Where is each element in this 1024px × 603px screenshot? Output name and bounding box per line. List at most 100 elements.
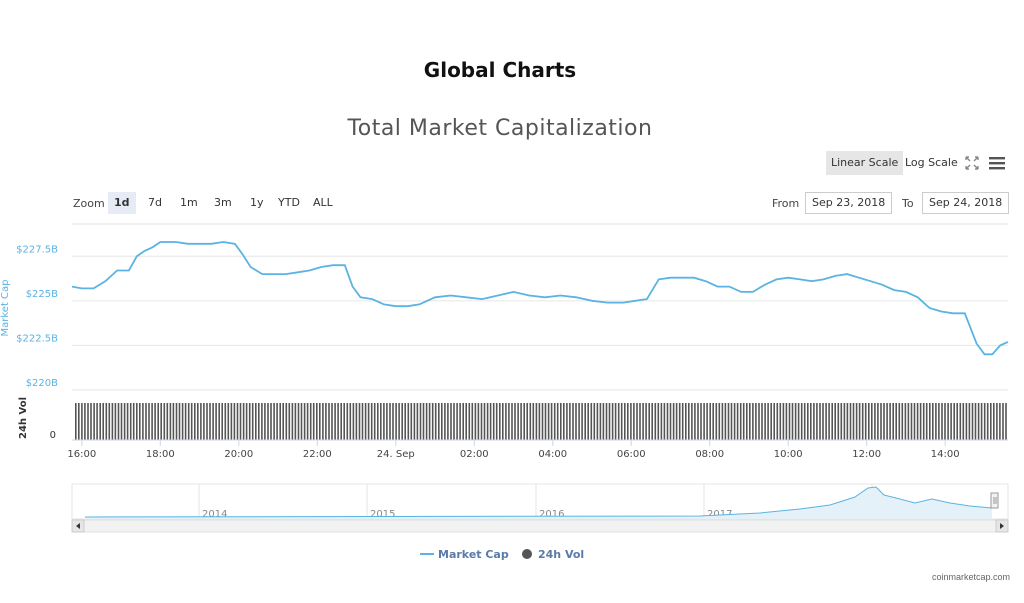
y-axis-ticks: $227.5B $225B $222.5B $220B [16,244,58,389]
volume-bar [614,403,617,440]
volume-bar [312,403,315,440]
volume-bar [822,403,824,440]
from-date-input[interactable]: Sep 23, 2018 [805,192,893,214]
volume-bar [248,403,251,440]
volume-bar [794,403,797,440]
zoom-1d-button[interactable]: 1d [108,192,136,214]
volume-bar [983,403,986,440]
volume-bar [233,403,236,440]
volume-bar [258,403,260,440]
volume-bar [791,403,794,440]
volume-bar [111,403,114,440]
volume-bar [190,403,193,440]
zoom-all-button[interactable]: ALL [313,196,333,209]
volume-bar [700,403,702,440]
legend[interactable]: Market Cap 24h Vol [420,548,584,561]
volume-bar [215,403,217,440]
volume-bar [285,403,288,440]
volume-bar [108,403,111,440]
volume-bar [267,403,269,440]
volume-bar [309,403,312,440]
volume-bar [102,403,104,440]
log-scale-button[interactable]: Log Scale [905,156,958,169]
y-axis-label: Market Cap [0,279,11,336]
volume-bar [325,403,327,440]
volume-bar [276,403,278,440]
volume-axis-label: 24h Vol [18,397,29,439]
volume-bar [508,403,510,440]
volume-bar [328,403,330,440]
volume-bar [129,403,132,440]
volume-bar [572,403,574,440]
to-date-input[interactable]: Sep 24, 2018 [922,192,1010,214]
volume-bar [633,403,635,440]
zoom-label: Zoom [73,197,105,210]
page-title: Global Charts [423,58,577,82]
volume-bar [913,403,916,440]
volume-bar [560,403,562,440]
zoom-1m-button[interactable]: 1m [180,196,198,209]
volume-bars [75,403,1007,440]
legend-item-market-cap[interactable]: Market Cap [420,548,509,561]
volume-bar [871,403,873,440]
credit-link[interactable]: coinmarketcap.com [931,572,1010,582]
scroll-left-icon [76,523,80,529]
volume-bar [749,403,751,440]
volume-bar [453,403,455,440]
volume-bar [782,403,785,440]
zoom-1y-button[interactable]: 1y [250,196,264,209]
volume-bar [636,403,638,440]
volume-bar [617,403,620,440]
volume-bar [883,403,885,440]
volume-bar [685,403,687,440]
navigator[interactable]: 20142015201620172018 [71,483,1009,520]
volume-bar [861,403,864,440]
legend-item-24h-vol[interactable]: 24h Vol [522,548,584,561]
navigator-tick-label: 2016 [539,509,564,520]
volume-bar [855,403,858,440]
volume-bar [251,403,254,440]
volume-bar [239,403,242,440]
volume-bar [974,403,977,440]
volume-bar [541,403,544,440]
volume-bar [742,403,745,440]
volume-bar [980,403,983,440]
hamburger-menu-icon[interactable] [987,153,1007,173]
volume-bar [907,403,910,440]
fullscreen-icon[interactable] [962,153,982,173]
navigator-tick-label: 2017 [707,509,732,520]
volume-bar [78,403,80,440]
volume-bar [999,403,1001,440]
volume-bar [416,403,419,440]
volume-bar [352,403,355,440]
legend-label-24h-vol: 24h Vol [538,548,584,561]
x-tick-label: 10:00 [774,449,803,460]
volume-bar [184,403,187,440]
linear-scale-button[interactable]: Linear Scale [826,151,904,175]
volume-bar [175,403,178,440]
volume-bar [993,403,995,440]
volume-bar [154,403,156,440]
navigator-scrollbar[interactable] [71,519,1009,533]
zoom-3m-button[interactable]: 3m [214,196,232,209]
volume-bar [578,403,580,440]
volume-bar [825,403,827,440]
volume-bar [691,403,693,440]
volume-bar [550,403,553,440]
zoom-ytd-button[interactable]: YTD [278,196,300,209]
volume-bar [282,403,284,440]
volume-bar [297,403,300,440]
volume-bar [474,403,477,440]
volume-bar [663,403,666,440]
volume-bar [608,403,611,440]
volume-bar [672,403,675,440]
y-tick-label: $222.5B [16,333,58,344]
volume-bar [413,403,416,440]
volume-bar [950,403,952,440]
x-tick-label: 06:00 [617,449,646,460]
volume-bar [715,403,718,440]
zoom-7d-button[interactable]: 7d [148,196,162,209]
volume-bar [593,403,596,440]
volume-bar [200,403,202,440]
volume-bar [520,403,522,440]
